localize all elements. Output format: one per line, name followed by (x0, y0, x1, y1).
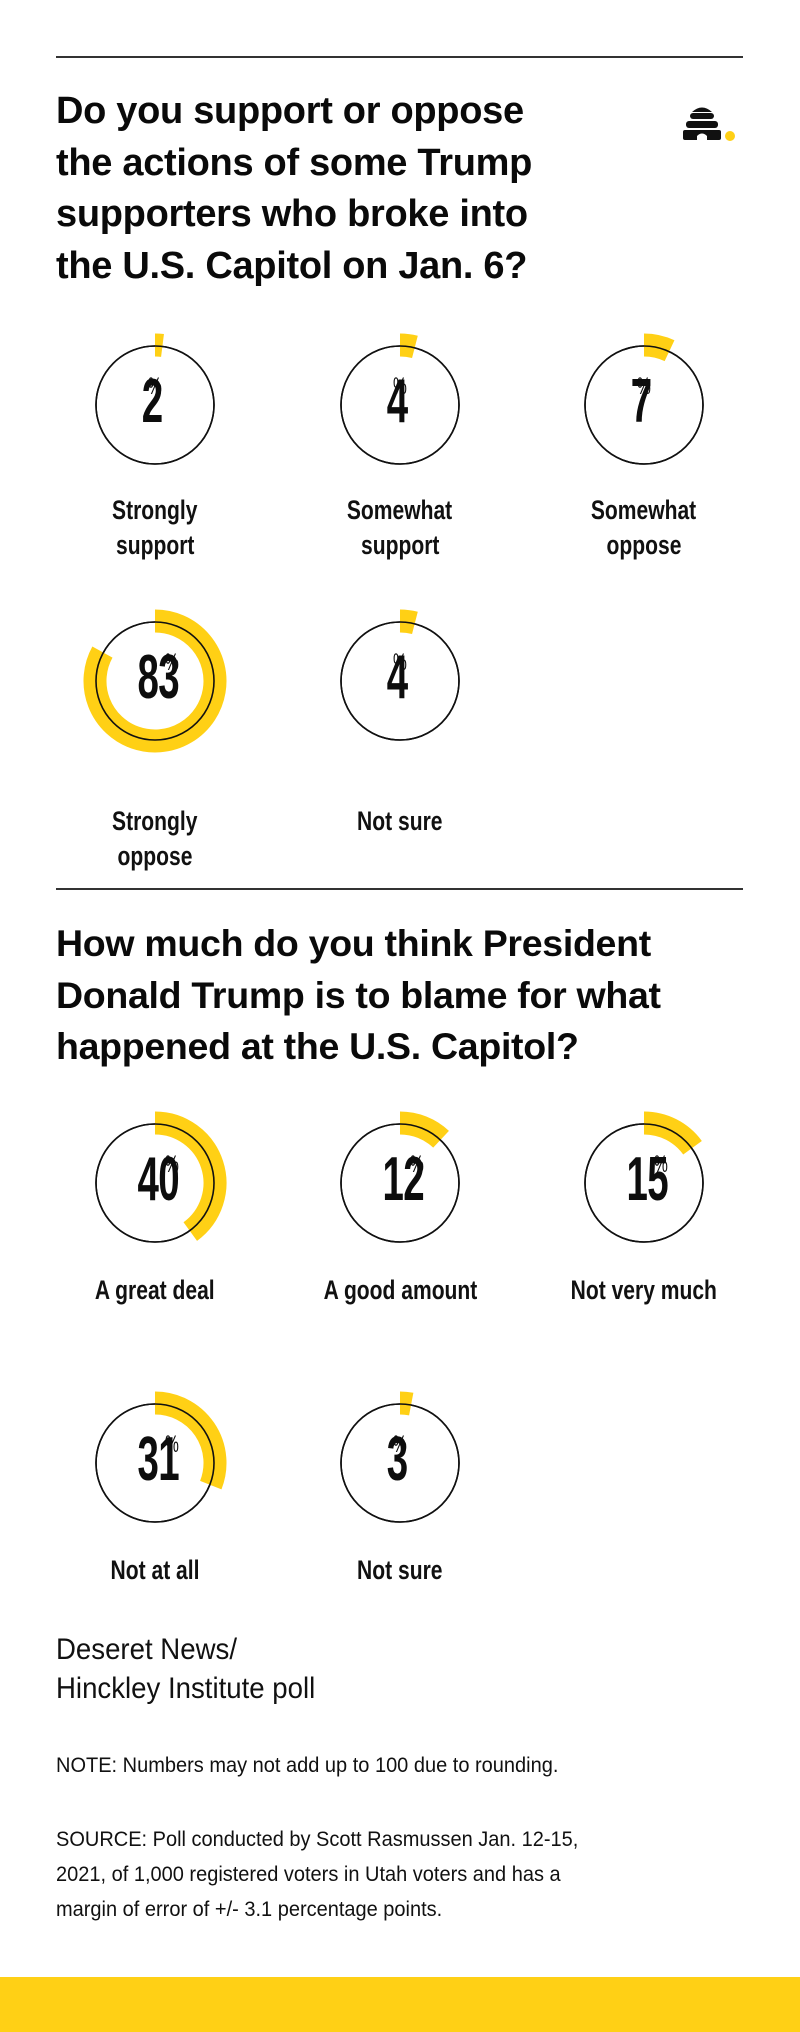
percent-value: 83 (137, 643, 179, 712)
category-label: Somewhat oppose (524, 493, 764, 563)
category-label: Somewhat support (280, 493, 520, 563)
question-1-title-line: supporters who broke into (56, 193, 528, 235)
donut-percent-label: 83% (69, 643, 229, 713)
percent-sign: % (653, 1151, 668, 1178)
donut-value-arc (399, 1111, 449, 1148)
poll-credit-line: Hinckley Institute poll (56, 1672, 316, 1705)
donut-percent-label: 4% (314, 643, 474, 713)
category-label-line: Somewhat (591, 495, 697, 525)
donut-percent-label: 31% (69, 1425, 229, 1495)
section-divider (56, 888, 743, 890)
category-label: A great deal (35, 1273, 275, 1308)
category-label: Strongly oppose (35, 804, 275, 874)
percent-sign: % (637, 373, 651, 400)
category-label: A good amount (280, 1273, 520, 1308)
percent-value: 12 (382, 1145, 424, 1214)
question-1-title: Do you support or oppose the actions of … (56, 86, 532, 292)
donut-ring-overlay (340, 621, 460, 741)
question-1-title-line: the U.S. Capitol on Jan. 6? (56, 244, 528, 287)
question-2-title: How much do you think President Donald T… (56, 918, 661, 1073)
percent-value: 4 (386, 367, 408, 436)
percent-value: 7 (630, 367, 652, 436)
poll-credit-line: Deseret News/ (56, 1633, 237, 1666)
donut-ring-overlay (584, 1123, 704, 1243)
donut-value-arc (399, 609, 418, 635)
percent-sign: % (164, 1151, 179, 1178)
category-label-line: support (360, 530, 440, 560)
percent-value: 2 (141, 367, 163, 436)
donut-percent-label: 4% (314, 367, 474, 437)
donut-ring-overlay (340, 345, 460, 465)
percent-value: 3 (386, 1425, 408, 1494)
donut-percent-label: 40% (69, 1145, 229, 1215)
donut-ring-overlay (95, 1403, 215, 1523)
question-1-title-line: Do you support or oppose (56, 90, 524, 132)
donut-ring-overlay (95, 1123, 215, 1243)
donut-ring-overlay (95, 621, 215, 741)
category-label-line: A great deal (95, 1275, 215, 1305)
beehive-logo-icon (683, 107, 735, 141)
bottom-accent-bar (0, 1977, 800, 2032)
percent-sign: % (164, 1431, 179, 1458)
rounding-note-line: NOTE: Numbers may not add up to 100 due … (56, 1753, 559, 1777)
category-label: Strongly support (35, 493, 275, 563)
source-note: SOURCE: Poll conducted by Scott Rasmusse… (56, 1822, 618, 1927)
percent-sign: % (393, 649, 407, 676)
donut-ring-overlay (584, 345, 704, 465)
percent-value: 31 (137, 1425, 179, 1494)
percent-sign: % (393, 373, 407, 400)
donut-percent-label: 15% (558, 1145, 718, 1215)
category-label-line: oppose (606, 530, 682, 560)
category-label-line: Not at all (110, 1555, 200, 1585)
donut-percent-label: 2% (69, 367, 229, 437)
category-label-line: Strongly (112, 495, 198, 525)
donut-ring-overlay (95, 345, 215, 465)
category-label-line: support (115, 530, 195, 560)
category-label: Not sure (280, 1553, 520, 1588)
donut-percent-label: 12% (314, 1145, 474, 1215)
percent-sign: % (409, 1151, 424, 1178)
category-label-line: Not sure (357, 806, 443, 836)
percent-value: 15 (626, 1145, 668, 1214)
donut-value-arc (154, 1111, 227, 1241)
top-divider (56, 56, 743, 58)
category-label-line: Not very much (570, 1275, 718, 1305)
category-label: Not sure (280, 804, 520, 839)
source-note-line: 2021, of 1,000 registered voters in Utah… (56, 1862, 561, 1886)
category-label-line: Somewhat (347, 495, 453, 525)
donut-value-arc (643, 333, 675, 362)
percent-sign: % (393, 1431, 407, 1458)
category-label: Not very much (524, 1273, 764, 1308)
rounding-note: NOTE: Numbers may not add up to 100 due … (56, 1748, 596, 1783)
percent-sign: % (164, 649, 179, 676)
donut-value-arc (643, 1111, 702, 1155)
percent-value: 40 (137, 1145, 179, 1214)
source-note-line: margin of error of +/- 3.1 percentage po… (56, 1897, 443, 1921)
category-label-line: Not sure (357, 1555, 443, 1585)
category-label: Not at all (35, 1553, 275, 1588)
donut-percent-label: 7% (558, 367, 718, 437)
percent-value: 4 (386, 643, 408, 712)
donut-value-arc (399, 333, 418, 359)
question-2-title-line: Donald Trump is to blame for what (56, 973, 661, 1016)
category-label-line: oppose (117, 841, 193, 871)
donut-ring-overlay (340, 1123, 460, 1243)
poll-credit: Deseret News/ Hinckley Institute poll (56, 1630, 338, 1708)
question-2-title-line: happened at the U.S. Capitol? (56, 1025, 579, 1067)
donut-value-arc (83, 609, 227, 753)
donut-ring-overlay (340, 1403, 460, 1523)
question-2-title-line: How much do you think President (56, 922, 651, 964)
donut-value-arc (154, 1391, 227, 1490)
donut-percent-label: 3% (314, 1425, 474, 1495)
question-1-title-line: the actions of some Trump (56, 141, 533, 184)
donut-value-arc (399, 1391, 414, 1416)
percent-sign: % (148, 373, 162, 400)
category-label-line: Strongly (112, 806, 198, 836)
category-label-line: A good amount (323, 1275, 477, 1305)
source-note-line: SOURCE: Poll conducted by Scott Rasmusse… (56, 1827, 579, 1851)
